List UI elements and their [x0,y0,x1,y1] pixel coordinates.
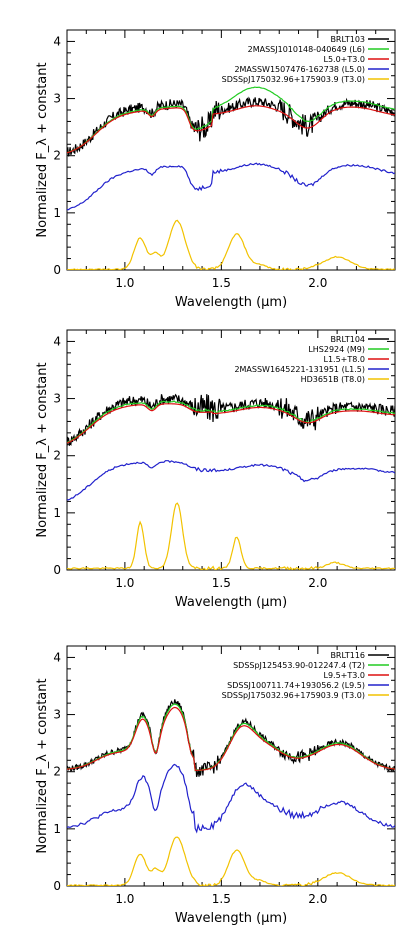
y-tick-label: 3 [53,92,61,106]
series-line [67,703,395,772]
legend-label: L5.0+T3.0 [324,55,366,64]
series-line [67,699,395,778]
series-line [67,502,395,570]
x-tick-label: 1.0 [115,892,134,906]
legend-label: BRLT104 [330,335,365,344]
series-line [67,105,395,154]
series-line [67,393,395,447]
x-tick-label: 2.0 [308,576,327,590]
y-tick-label: 2 [53,149,61,163]
y-tick-label: 2 [53,449,61,463]
x-tick-label: 1.0 [115,576,134,590]
series-line [67,96,395,157]
series-line [67,460,395,501]
series-line [67,763,395,834]
legend-label: 2MASSJ1010148-040649 (L6) [248,45,365,54]
y-tick-label: 4 [53,34,61,48]
plot-frame [66,29,396,271]
series-line [67,400,395,444]
series-line [67,706,395,772]
y-tick-label: 0 [53,879,61,893]
x-tick-label: 2.0 [308,892,327,906]
plot-frame [66,645,396,887]
series-line [67,162,395,211]
x-tick-label: 1.5 [212,276,231,290]
x-tick-label: 1.5 [212,892,231,906]
panel-1: 1.0 1.5 2.0 0 1 2 3 4 Wavelength (μm) Normalized … [35,29,396,310]
legend-label: LHS2924 (M9) [308,345,365,354]
legend-label: L1.5+T8.0 [324,355,366,364]
y-tick-label: 1 [53,822,61,836]
x-tick-label: 1.5 [212,576,231,590]
legend-label: BRLT103 [330,35,365,44]
y-tick-label: 2 [53,765,61,779]
legend-label: SDSSpJ175032.96+175903.9 (T3.0) [222,691,365,700]
legend-label: SDSSpJ175032.96+175903.9 (T3.0) [222,75,365,84]
y-axis-label: Normalized F_λ + constant [35,678,50,853]
legend-label: SDSSpJ125453.90-012247.4 (T2) [233,661,365,670]
y-tick-label: 3 [53,392,61,406]
y-tick-label: 0 [53,563,61,577]
y-axis-label: Normalized F_λ + constant [35,362,50,537]
legend-label: 2MASSW1507476-162738 (L5.0) [234,65,365,74]
x-tick-label: 2.0 [308,276,327,290]
y-tick-label: 4 [53,650,61,664]
y-tick-label: 0 [53,263,61,277]
y-tick-label: 4 [53,334,61,348]
series-line [67,219,395,270]
panel-2: 1.0 1.5 2.0 0 1 2 3 4 Wavelength (μm) Normalized … [35,329,396,610]
series-line [67,403,395,444]
x-axis-label: Wavelength (μm) [175,911,287,926]
x-tick-label: 1.0 [115,276,134,290]
legend-label: L9.5+T3.0 [324,671,366,680]
y-tick-label: 1 [53,206,61,220]
y-axis-label: Normalized F_λ + constant [35,62,50,237]
series-line [67,86,395,154]
y-tick-label: 1 [53,506,61,520]
x-axis-label: Wavelength (μm) [175,595,287,610]
legend-label: HD3651B (T8.0) [301,375,365,384]
y-tick-label: 3 [53,708,61,722]
panel-3: 1.0 1.5 2.0 0 1 2 3 4 Wavelength (μm) Normalized … [35,645,396,926]
legend-label: BRLT116 [330,651,365,660]
plot-frame [66,329,396,571]
x-axis-label: Wavelength (μm) [175,295,287,310]
series-line [67,836,395,886]
legend-label: SDSSJ100711.74+193056.2 (L9.5) [227,681,365,690]
legend-label: 2MASSW1645221-131951 (L1.5) [234,365,365,374]
